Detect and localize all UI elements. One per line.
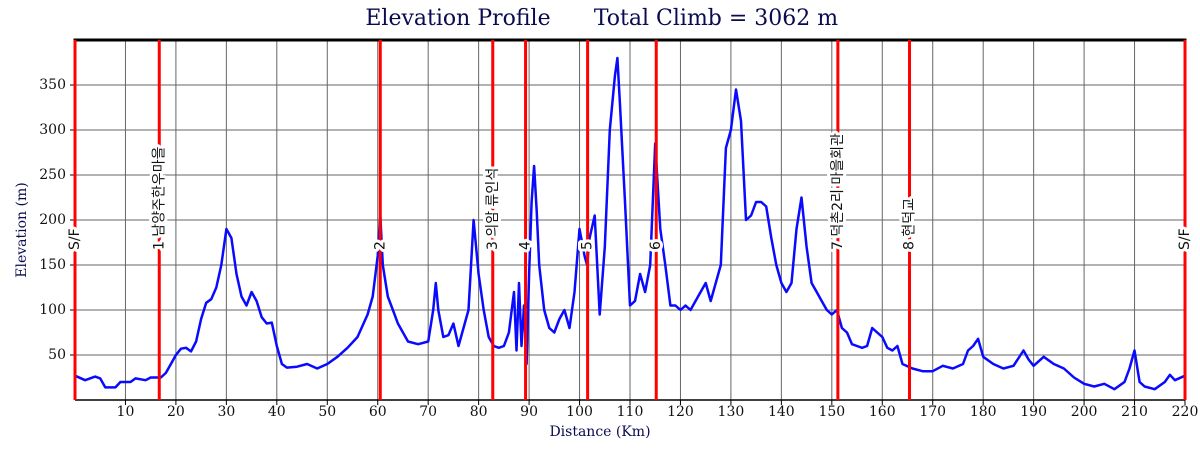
x-tick-label: 220 xyxy=(1172,404,1199,420)
elevation-line xyxy=(74,56,1186,391)
x-tick-label: 10 xyxy=(117,404,135,420)
y-tick-label: 100 xyxy=(39,302,66,318)
x-axis-label: Distance (Km) xyxy=(549,424,650,440)
checkpoint-label: 8 현덕교 xyxy=(902,198,918,250)
x-tick-label: 140 xyxy=(768,404,795,420)
checkpoint-label: 1 남양주한우마을 xyxy=(151,146,167,250)
y-tick-label: 350 xyxy=(39,77,66,93)
x-tick-label: 130 xyxy=(718,404,745,420)
x-tick-label: 160 xyxy=(869,404,896,420)
checkpoint-label: 7 덕촌2리 마을회관 xyxy=(830,133,846,250)
checkpoint-label: 6 xyxy=(648,241,664,250)
x-tick-label: 110 xyxy=(617,404,644,420)
x-tick-label: 80 xyxy=(470,404,488,420)
y-axis-label: Elevation (m) xyxy=(14,182,30,277)
x-tick-label: 210 xyxy=(1121,404,1148,420)
y-tick-label: 50 xyxy=(48,347,66,363)
x-tick-label: 190 xyxy=(1020,404,1047,420)
chart-subtitle: Total Climb = 3062 m xyxy=(594,6,838,31)
checkpoint-label: S/F xyxy=(67,228,83,250)
x-tick-label: 170 xyxy=(919,404,946,420)
x-tick-label: 120 xyxy=(667,404,694,420)
x-tick-label: 90 xyxy=(520,404,538,420)
y-tick-label: 150 xyxy=(39,257,66,273)
y-tick-label: 250 xyxy=(39,167,66,183)
chart-title: Elevation Profile xyxy=(365,6,550,31)
checkpoint-label: 2 xyxy=(372,241,388,250)
x-tick-label: 100 xyxy=(566,404,593,420)
x-tick-label: 50 xyxy=(318,404,336,420)
x-tick-label: 60 xyxy=(369,404,387,420)
y-tick-label: 200 xyxy=(39,212,66,228)
checkpoint-label: 4 xyxy=(518,241,534,250)
x-tick-label: 180 xyxy=(970,404,997,420)
x-tick-label: 150 xyxy=(818,404,845,420)
checkpoint-label: 3 의암 류인석 xyxy=(485,168,501,250)
y-tick-label: 300 xyxy=(39,122,66,138)
x-tick-label: 200 xyxy=(1071,404,1098,420)
checkpoint-label: S/F xyxy=(1177,228,1193,250)
checkpoint-label: 5 xyxy=(580,241,596,250)
x-tick-label: 40 xyxy=(268,404,286,420)
x-tick-label: 70 xyxy=(419,404,437,420)
x-tick-label: 30 xyxy=(217,404,235,420)
x-tick-label: 20 xyxy=(167,404,185,420)
